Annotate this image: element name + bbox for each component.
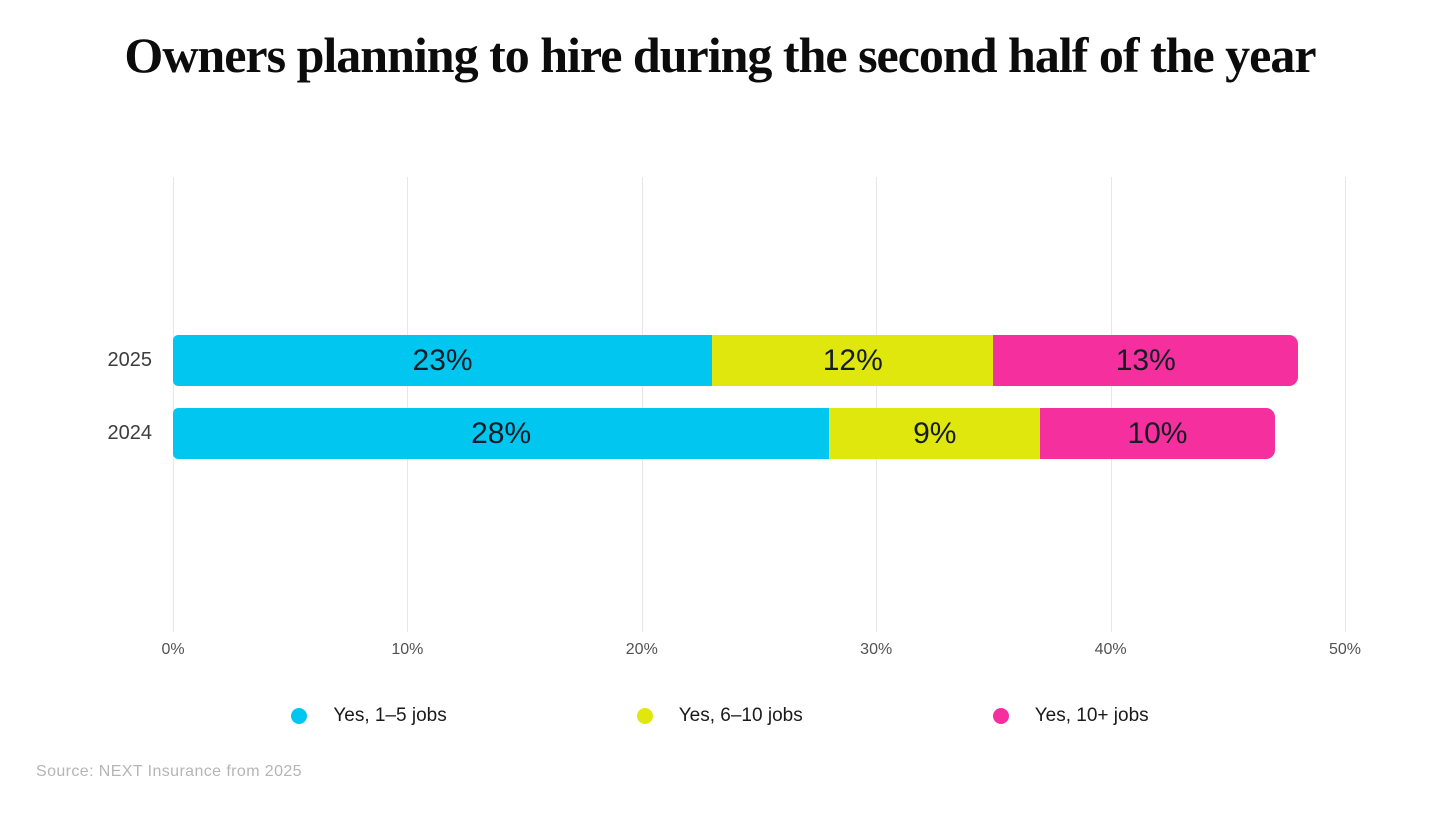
bar-value-label: 9% (913, 416, 957, 450)
x-axis: 0% 10% 20% 30% 40% 50% (161, 641, 1361, 663)
bar-segment: 13% (993, 335, 1299, 386)
bar-row: 2024 28% 9% 10% (108, 408, 1345, 459)
legend-item: Yes, 1–5 jobs (291, 705, 447, 727)
gridline (641, 177, 643, 632)
bar-segment: 10% (1040, 408, 1275, 459)
x-axis-tick-label: 40% (1094, 641, 1127, 658)
legend-label: Yes, 10+ jobs (1034, 705, 1149, 726)
gridline (1345, 177, 1346, 632)
gridline (407, 177, 409, 632)
bar-value-label: 10% (1127, 416, 1188, 450)
bar-value-label: 12% (822, 343, 883, 377)
gridline (876, 177, 878, 632)
x-axis-tick-label: 30% (860, 641, 893, 658)
bar-segment: 28% (173, 408, 830, 459)
source-note: Source: NEXT Insurance from 2025 (36, 763, 302, 780)
bar-value-label: 13% (1115, 343, 1176, 377)
plot-area: 2025 23% 12% 13% 2024 28% 9% 10% (108, 177, 1346, 632)
bar-segment: 12% (712, 335, 994, 386)
legend-dot-icon (291, 708, 308, 724)
chart-title: Owners planning to hire during the secon… (124, 27, 1316, 83)
stacked-bar: 28% 9% 10% (173, 408, 1345, 459)
x-axis-tick-label: 50% (1328, 641, 1362, 658)
x-axis-tick-label: 0% (161, 641, 185, 658)
category-label: 2025 (107, 349, 153, 371)
bar-value-label: 23% (412, 343, 473, 377)
legend-dot-icon (636, 708, 653, 724)
legend: Yes, 1–5 jobs Yes, 6–10 jobs Yes, 10+ jobs (0, 700, 1440, 732)
bar-value-label: 28% (471, 416, 532, 450)
x-axis-tick-label: 20% (625, 641, 658, 658)
bar-segment: 9% (829, 408, 1041, 459)
legend-label: Yes, 1–5 jobs (333, 705, 447, 726)
legend-item: Yes, 10+ jobs (992, 705, 1149, 727)
bar-row: 2025 23% 12% 13% (108, 335, 1345, 386)
stacked-bar: 23% 12% 13% (173, 335, 1345, 386)
legend-item: Yes, 6–10 jobs (636, 705, 803, 727)
gridline (173, 177, 174, 632)
bar-rows: 2025 23% 12% 13% 2024 28% 9% 10% (108, 177, 1345, 632)
legend-label: Yes, 6–10 jobs (678, 705, 803, 726)
x-axis-tick-label: 10% (391, 641, 424, 658)
legend-dot-icon (992, 708, 1009, 724)
gridline (1110, 177, 1112, 632)
category-label: 2024 (107, 422, 153, 444)
bar-segment: 23% (173, 335, 713, 386)
